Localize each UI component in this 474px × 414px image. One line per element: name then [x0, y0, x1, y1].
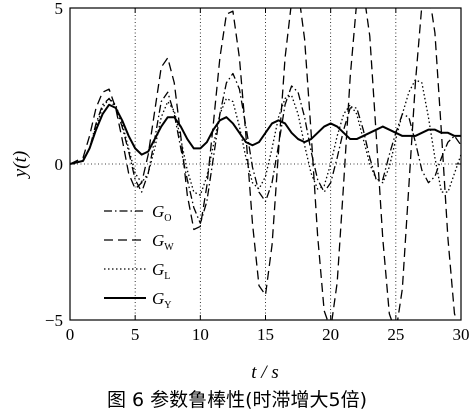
plot-frame: [69, 7, 462, 321]
x-tick-label: 5: [131, 325, 140, 344]
legend-label-subscript: O: [164, 213, 171, 224]
legend: GO GW GL GY: [104, 202, 174, 311]
y-tick-label: −5: [45, 311, 63, 330]
series-line-g-o: [70, 72, 461, 224]
x-tick-label: 20: [322, 325, 339, 344]
legend-label: GL: [152, 260, 170, 282]
axis-ticks: 0 5 10 15 20 25 30−505: [45, 0, 470, 344]
legend-label: GO: [152, 202, 172, 224]
series-line-g-y: [70, 103, 461, 165]
x-axis-label: t / s: [251, 362, 278, 383]
figure-caption: 图 6 参数鲁棒性(时滞增大5倍): [106, 389, 368, 411]
x-tick-label: 0: [66, 325, 75, 344]
legend-label: GW: [152, 231, 174, 253]
x-tick-label: 25: [387, 325, 404, 344]
series-group: [70, 8, 461, 320]
grid-lines: [134, 8, 397, 320]
x-tick-label: 30: [453, 325, 470, 344]
series-line-g-w: [70, 8, 458, 320]
y-tick-label: 0: [55, 155, 64, 174]
legend-label-subscript: Y: [164, 300, 171, 311]
x-tick-label: 10: [192, 325, 209, 344]
legend-label: GY: [152, 289, 172, 311]
y-axis-label: y(t): [10, 151, 31, 179]
legend-label-subscript: W: [164, 242, 174, 253]
y-tick-label: 5: [55, 0, 64, 18]
legend-label-subscript: L: [164, 271, 170, 282]
x-tick-label: 15: [257, 325, 274, 344]
